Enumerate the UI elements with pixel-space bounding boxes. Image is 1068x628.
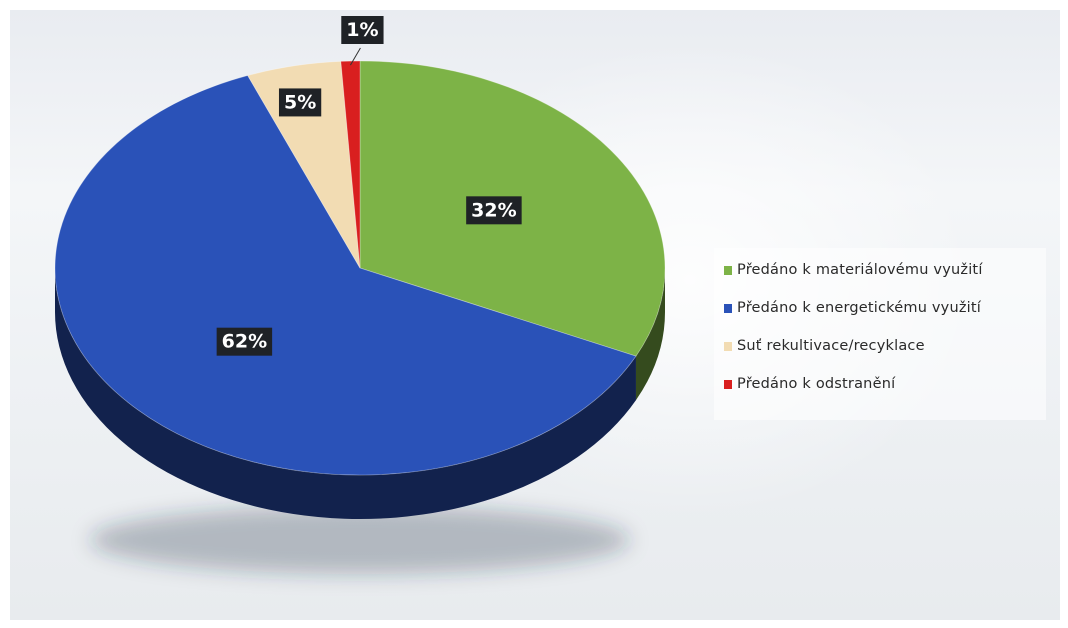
pie-sides bbox=[55, 268, 665, 519]
legend-label: Předáno k materiálovému využití bbox=[737, 262, 983, 278]
legend-label: Suť rekultivace/recyklace bbox=[737, 338, 925, 354]
legend-item-rubble: Suť rekultivace/recyklace bbox=[724, 338, 925, 354]
legend-swatch-rubble bbox=[724, 341, 732, 351]
legend-swatch-energy bbox=[724, 303, 732, 313]
pie-side-predano-k-materialovemu-vyuziti bbox=[635, 268, 665, 401]
legend: Předáno k materiálovému využití Předáno … bbox=[714, 248, 1046, 420]
data-label-predano-k-odstraneni: 1% bbox=[341, 16, 384, 44]
legend-item-disposal: Předáno k odstranění bbox=[724, 376, 895, 392]
pie-slice-predano-k-energetickemu-vyuziti bbox=[54, 75, 637, 476]
data-label-box bbox=[278, 88, 322, 117]
legend-item-material: Předáno k materiálovému využití bbox=[724, 262, 983, 278]
pie-slices bbox=[54, 60, 666, 476]
data-label-text: 5% bbox=[284, 91, 316, 113]
data-label-box bbox=[466, 196, 522, 225]
pie-side-predano-k-energetickemu-vyuziti bbox=[55, 268, 636, 519]
data-label-predano-k-materialovemu-vyuziti: 32% bbox=[466, 196, 522, 225]
data-label-box bbox=[341, 16, 384, 44]
legend-item-energy: Předáno k energetickému využití bbox=[724, 300, 981, 316]
data-label-predano-k-energetickemu-vyuziti: 62% bbox=[216, 327, 273, 356]
legend-label: Předáno k odstranění bbox=[737, 376, 896, 392]
legend-swatch-disposal bbox=[724, 379, 732, 389]
pie-slice-sut-rekultivace-recyklace bbox=[247, 60, 361, 269]
legend-label: Předáno k energetickému využití bbox=[737, 300, 981, 316]
leader-line-predano-k-odstraneni bbox=[349, 47, 361, 66]
data-label-text: 32% bbox=[471, 199, 516, 221]
data-labels: 32% 62% 5% 1% bbox=[216, 16, 522, 356]
data-label-text: 62% bbox=[222, 331, 267, 353]
data-label-box bbox=[216, 327, 273, 356]
data-label-sut-rekultivace-recyklace: 5% bbox=[278, 88, 322, 117]
data-label-text: 1% bbox=[346, 19, 378, 41]
legend-swatch-material bbox=[724, 265, 732, 275]
pie-slice-predano-k-odstraneni bbox=[340, 60, 361, 269]
pie-shadow bbox=[90, 506, 630, 574]
